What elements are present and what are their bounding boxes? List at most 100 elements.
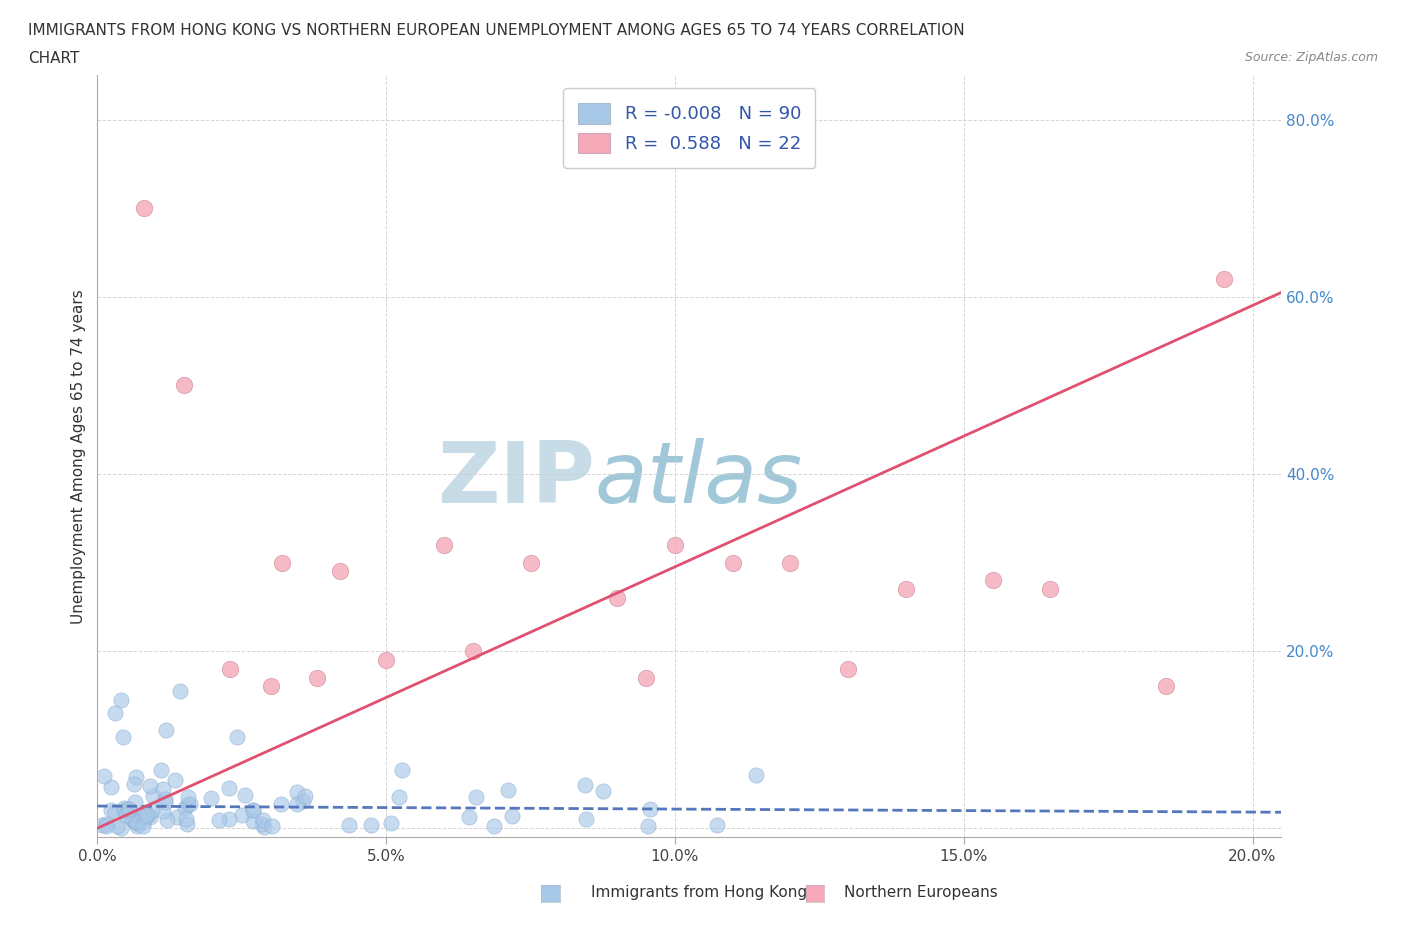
Point <box>174 812 197 827</box>
Point <box>125 816 148 830</box>
Point <box>519 555 541 570</box>
Point <box>90 817 112 832</box>
Point <box>464 790 486 804</box>
Point <box>721 555 744 570</box>
Point <box>132 815 155 830</box>
Point <box>169 684 191 698</box>
Point <box>285 796 308 811</box>
Point <box>360 817 382 832</box>
Point <box>837 661 859 676</box>
Point <box>242 803 264 817</box>
Point <box>200 790 222 805</box>
Point <box>233 787 256 802</box>
Point <box>1154 679 1177 694</box>
Point <box>482 818 505 833</box>
Point <box>1212 272 1234 286</box>
Point <box>166 809 188 824</box>
Point <box>262 818 284 833</box>
Legend: R = -0.008   N = 90, R =  0.588   N = 22: R = -0.008 N = 90, R = 0.588 N = 22 <box>564 88 815 168</box>
Point <box>132 201 155 216</box>
Point <box>270 796 292 811</box>
Point <box>638 802 661 817</box>
Point <box>135 808 157 823</box>
Point <box>292 793 315 808</box>
Point <box>496 783 519 798</box>
Point <box>139 810 162 825</box>
Point <box>173 378 195 392</box>
Point <box>110 820 132 835</box>
Text: Immigrants from Hong Kong: Immigrants from Hong Kong <box>591 885 807 900</box>
Point <box>637 819 659 834</box>
Y-axis label: Unemployment Among Ages 65 to 74 years: Unemployment Among Ages 65 to 74 years <box>72 289 86 624</box>
Point <box>177 796 200 811</box>
Point <box>110 692 132 707</box>
Point <box>380 816 402 830</box>
Point <box>294 789 316 804</box>
Point <box>124 777 146 791</box>
Point <box>121 812 143 827</box>
Point <box>179 797 201 812</box>
Point <box>152 781 174 796</box>
Point <box>152 804 174 818</box>
Point <box>252 813 274 828</box>
Point <box>96 818 118 833</box>
Point <box>142 789 165 804</box>
Point <box>155 794 177 809</box>
Point <box>177 790 200 804</box>
Point <box>174 801 197 816</box>
Text: atlas: atlas <box>595 438 803 521</box>
Point <box>112 803 135 817</box>
Point <box>259 679 281 694</box>
Point <box>501 808 523 823</box>
Text: CHART: CHART <box>28 51 80 66</box>
Point <box>139 778 162 793</box>
Point <box>134 804 156 819</box>
Point <box>100 803 122 817</box>
Point <box>100 779 122 794</box>
Point <box>121 812 143 827</box>
Point <box>391 763 413 777</box>
Point <box>329 564 352 578</box>
Point <box>155 723 177 737</box>
Point <box>117 802 139 817</box>
Point <box>132 818 155 833</box>
Text: Northern Europeans: Northern Europeans <box>844 885 997 900</box>
Point <box>124 795 146 810</box>
Point <box>219 661 242 676</box>
Point <box>242 813 264 828</box>
Point <box>745 767 768 782</box>
Point <box>894 581 917 596</box>
Point <box>135 810 157 825</box>
Point <box>115 807 138 822</box>
Point <box>461 644 484 658</box>
Point <box>136 807 159 822</box>
Text: IMMIGRANTS FROM HONG KONG VS NORTHERN EUROPEAN UNEMPLOYMENT AMONG AGES 65 TO 74 : IMMIGRANTS FROM HONG KONG VS NORTHERN EU… <box>28 23 965 38</box>
Point <box>634 671 657 685</box>
Point <box>231 808 253 823</box>
Point <box>127 818 149 833</box>
Point <box>606 591 628 605</box>
Point <box>592 783 614 798</box>
Point <box>225 730 247 745</box>
Point <box>388 790 411 804</box>
Point <box>93 768 115 783</box>
Point <box>574 777 596 792</box>
Point <box>112 730 135 745</box>
Point <box>118 802 141 817</box>
Point <box>156 812 179 827</box>
Point <box>433 538 456 552</box>
Point <box>141 802 163 817</box>
Point <box>165 772 187 787</box>
Point <box>132 808 155 823</box>
Point <box>706 817 728 832</box>
Point <box>218 811 240 826</box>
Point <box>305 671 328 685</box>
Point <box>575 812 598 827</box>
Text: Source: ZipAtlas.com: Source: ZipAtlas.com <box>1244 51 1378 64</box>
Point <box>218 780 240 795</box>
Point <box>150 763 173 777</box>
Point <box>176 817 198 831</box>
Point <box>981 573 1004 588</box>
Point <box>153 791 176 806</box>
Point <box>1039 581 1062 596</box>
